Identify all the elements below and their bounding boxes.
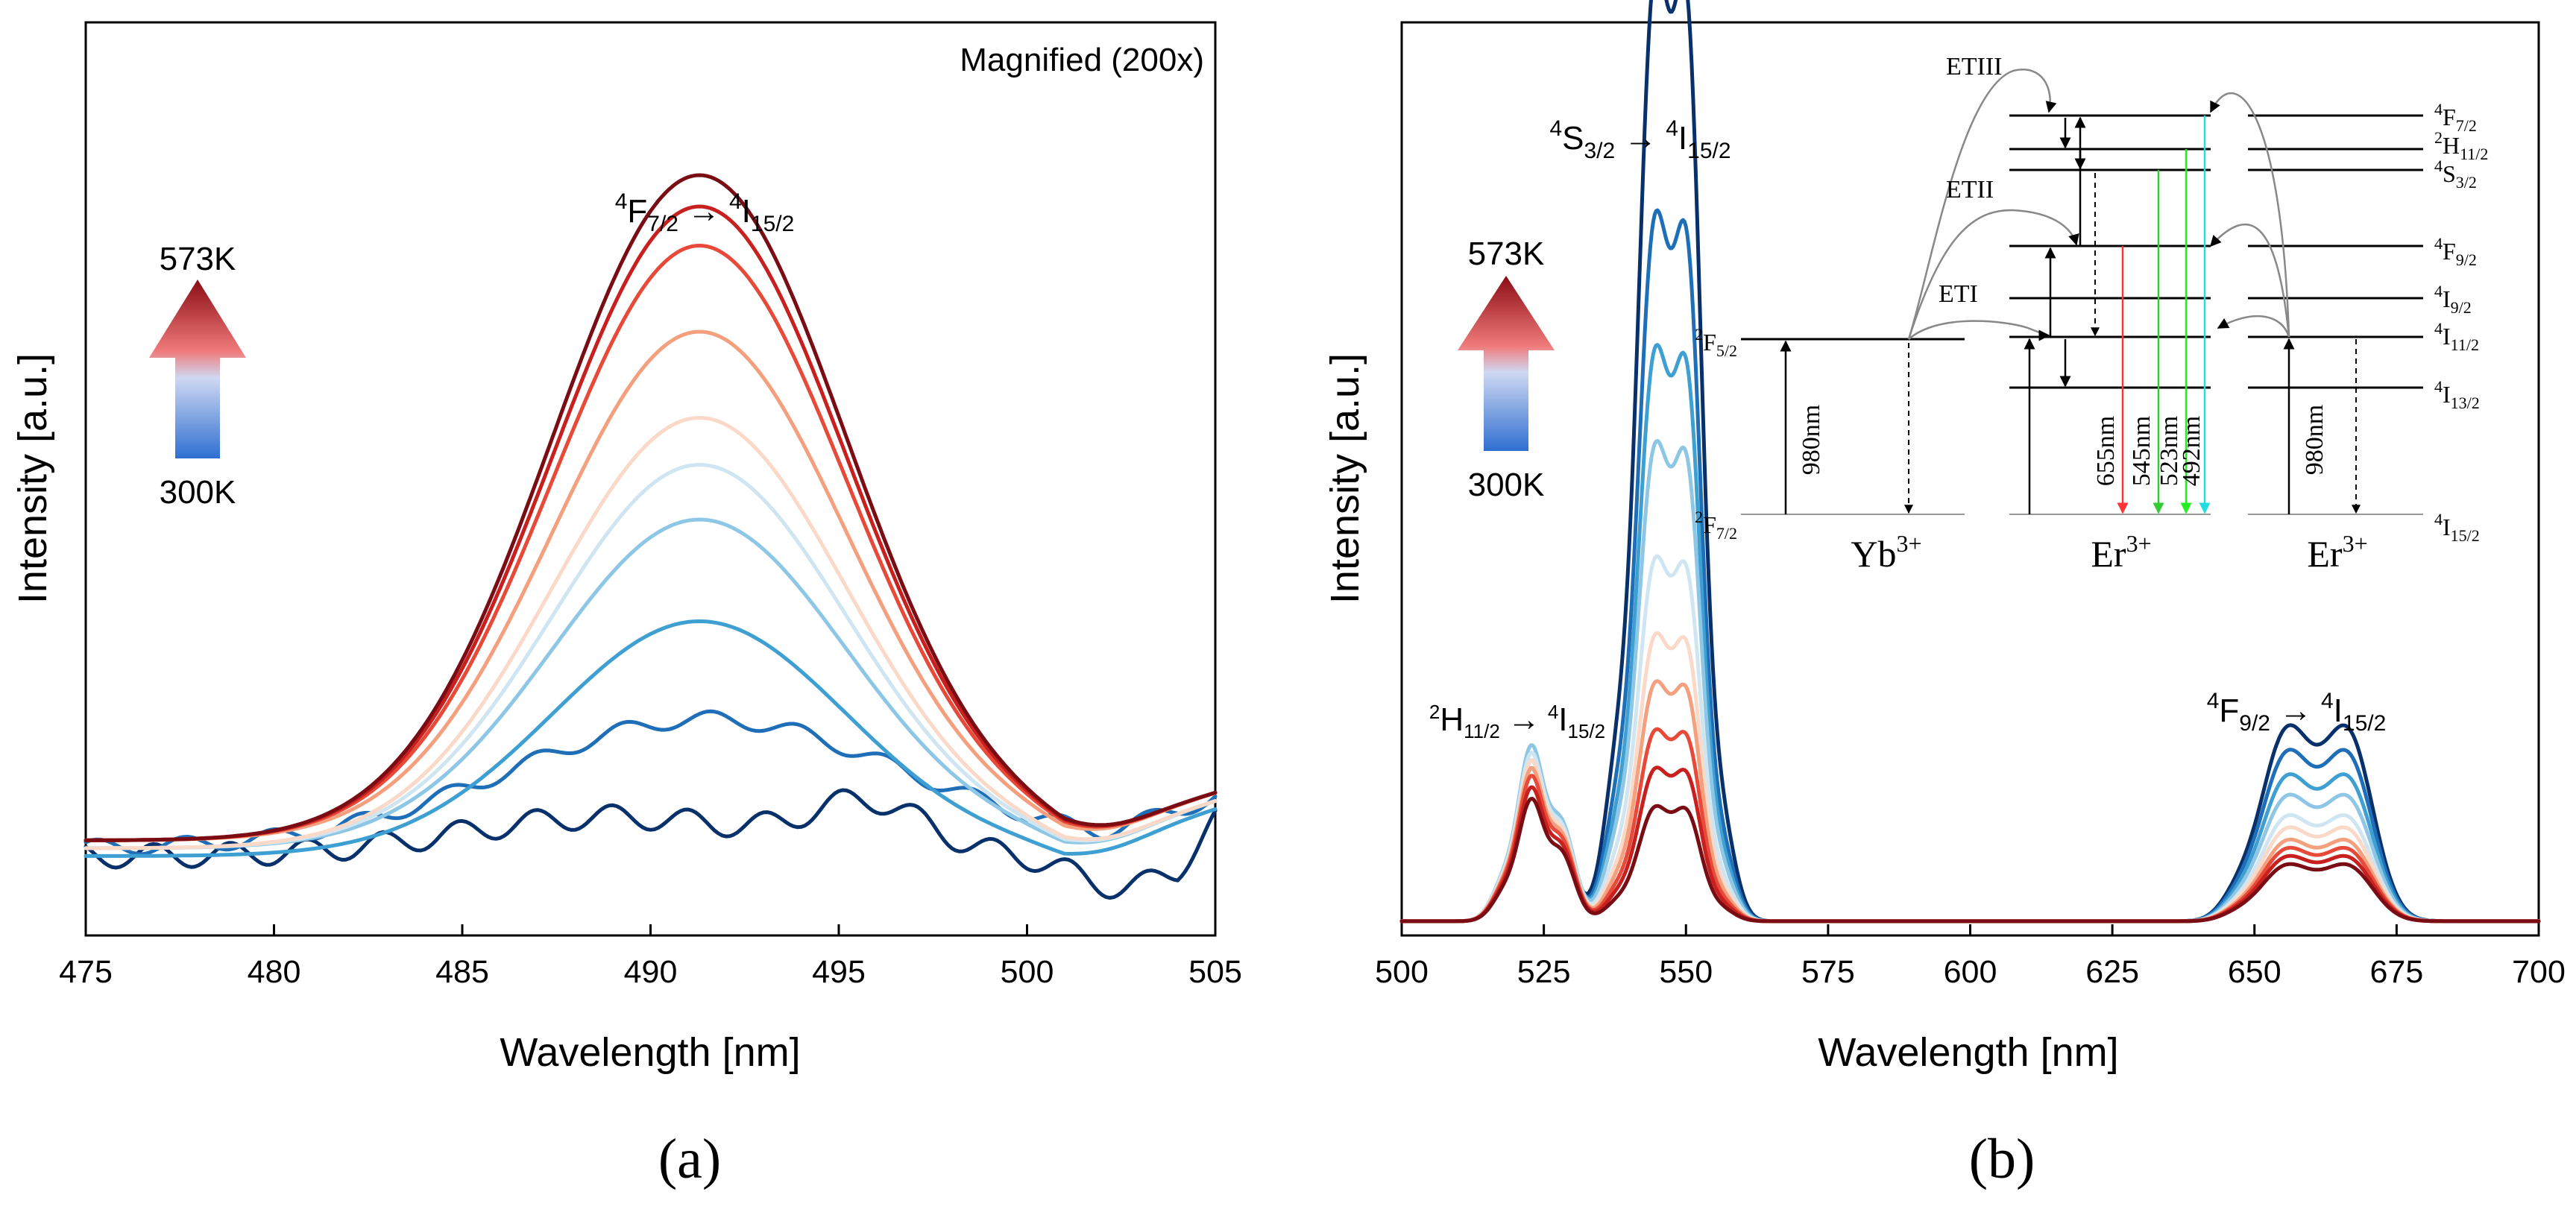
x-tick-label-b-0: 500	[1375, 954, 1429, 990]
et1-label: ETI	[1939, 280, 1978, 308]
x-tick-label-a-0: 475	[59, 954, 113, 990]
band-label-h112: 2H11/2 → 4I15/2	[1429, 701, 1605, 742]
ion-label-er-2: Er3+	[2307, 530, 2367, 575]
x-tick-label-b-4: 600	[1944, 954, 1997, 990]
er-label-i92: 4I9/2	[2434, 282, 2472, 317]
yb-pump-label: 980nm	[1798, 405, 1825, 475]
temp-bottom-b: 300K	[1468, 467, 1545, 503]
x-tick-label-a-2: 485	[435, 954, 489, 990]
emission-label-545: 545nm	[2128, 416, 2155, 486]
er2-pump-label: 980nm	[2301, 405, 2328, 475]
er-label-f92: 4F9/2	[2434, 234, 2477, 269]
yb-level-label-f72: 2F7/2	[1695, 508, 1737, 543]
emission-label-492: 492nm	[2178, 416, 2205, 486]
series-a-300K	[84, 788, 1218, 900]
ion-label-yb: Yb3+	[1851, 530, 1921, 575]
series-a-T6	[84, 416, 1218, 850]
series-b-T2	[1399, 208, 2541, 924]
series-a-573K	[84, 173, 1218, 842]
er-level-labels: 4F7/2 2H11/2 4S3/2 4F9/2 4I9/2 4I11/2 4I…	[2434, 100, 2488, 545]
series-a-T9	[84, 204, 1218, 842]
er-label-i112: 4I11/2	[2434, 319, 2479, 354]
trans-a-lower-sub: 15/2	[751, 212, 794, 236]
panel-label-a: (a)	[658, 1128, 721, 1190]
series-a-T5	[84, 463, 1218, 850]
series-a-T3	[84, 619, 1218, 858]
temperature-arrow-b	[1458, 276, 1555, 451]
emission-label-523: 523nm	[2155, 416, 2183, 486]
energy-level-diagram: 2F5/2 2F7/2 980nm Yb3+	[1695, 53, 2488, 575]
plot-frame-a	[84, 21, 1217, 937]
er-label-i152: 4I15/2	[2434, 510, 2480, 545]
panel-a: 475 480 485 490 495 500 505 Magnified (200x) 4…	[10, 21, 1242, 1190]
series-b-573K	[1399, 797, 2541, 924]
temp-top-b: 573K	[1468, 236, 1545, 272]
x-tick-label-b-5: 625	[2085, 954, 2139, 990]
x-tick-label-b-2: 550	[1659, 954, 1713, 990]
x-axis-title-b: Wavelength [nm]	[1818, 1030, 2118, 1075]
x-tick-label-b-8: 700	[2512, 954, 2566, 990]
band-label-f92: 4F9/2 → 4I15/2	[2207, 689, 2387, 736]
x-ticks-b: 500 525 550 575 600 625 650 675 700	[1375, 924, 2566, 990]
ion-label-er-1: Er3+	[2091, 530, 2151, 575]
x-tick-label-b-6: 650	[2228, 954, 2281, 990]
x-tick-label-a-5: 500	[1001, 954, 1054, 990]
series-a-T8	[84, 244, 1218, 842]
x-tick-label-b-7: 675	[2370, 954, 2424, 990]
temp-top-a: 573K	[160, 241, 236, 277]
series-a-T7	[84, 329, 1218, 842]
temperature-arrow-a	[149, 280, 246, 458]
trans-a-upper: F	[627, 193, 647, 230]
x-tick-label-b-1: 525	[1517, 954, 1571, 990]
et3-label: ETIII	[1946, 53, 2003, 81]
er-label-s32: 4S3/2	[2434, 157, 2477, 192]
y-axis-title-b: Intensity [a.u.]	[1323, 353, 1367, 604]
x-tick-label-a-4: 495	[812, 954, 866, 990]
trans-a-lower-sup: 4	[729, 189, 742, 214]
x-ticks-a: 475 480 485 490 495 500 505	[59, 924, 1242, 990]
band-label-s32: 4S3/2 → 4I15/2	[1549, 116, 1731, 163]
x-axis-title-a: Wavelength [nm]	[500, 1030, 800, 1075]
trans-a-upper-sup: 4	[615, 189, 628, 214]
et3-curve	[1907, 69, 2057, 340]
et2-label: ETII	[1946, 176, 1994, 203]
emission-label-655: 655nm	[2092, 416, 2120, 486]
trans-a-arrow: →	[687, 193, 720, 230]
series-group-b	[1399, 0, 2541, 924]
temp-bottom-a: 300K	[160, 474, 236, 511]
series-a-T4	[84, 517, 1218, 850]
x-tick-label-a-6: 505	[1188, 954, 1242, 990]
transition-label-a: 4F7/2 → 4I15/2	[615, 189, 795, 236]
er-levels-right	[2248, 114, 2423, 515]
magnification-label: Magnified (200x)	[960, 42, 1204, 78]
et1-curve	[1908, 320, 2050, 341]
panel-b: 500 525 550 575 600 625 650 675 700 4S3/2 → 4I15/2…	[1323, 0, 2566, 1190]
x-tick-label-a-1: 480	[248, 954, 301, 990]
series-group-a	[84, 173, 1218, 900]
trans-a-lower: I	[742, 193, 751, 230]
panel-label-b: (b)	[1969, 1128, 2035, 1190]
yb-level-label-f52: 2F5/2	[1695, 325, 1737, 360]
x-tick-label-a-3: 490	[624, 954, 678, 990]
y-axis-title-a: Intensity [a.u.]	[10, 353, 55, 604]
x-tick-label-b-3: 575	[1801, 954, 1855, 990]
er-label-h112: 2H11/2	[2434, 128, 2488, 163]
er-label-f72: 4F7/2	[2434, 100, 2477, 135]
et2-curve	[1907, 209, 2079, 340]
trans-a-upper-sub: 7/2	[647, 212, 678, 236]
er-label-i132: 4I13/2	[2434, 377, 2480, 412]
